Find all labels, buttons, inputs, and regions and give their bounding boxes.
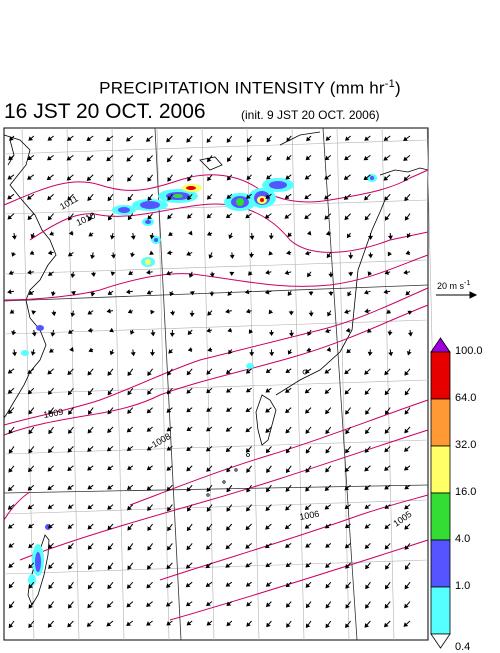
legend-label: 100.0 [455, 345, 483, 357]
legend-label: 1.0 [455, 580, 470, 592]
legend-swatch [431, 338, 450, 352]
legend-swatch [431, 399, 450, 446]
legend-label: 0.4 [455, 641, 470, 653]
legend-swatch [431, 352, 450, 399]
legend-swatch [431, 540, 450, 587]
legend-label: 32.0 [455, 439, 476, 451]
legend-swatch [431, 634, 450, 648]
legend-swatch [431, 493, 450, 540]
legend-label: 64.0 [455, 392, 476, 404]
legend-swatch [431, 446, 450, 493]
legend-label: 4.0 [455, 533, 470, 545]
legend-label: 16.0 [455, 486, 476, 498]
legend-swatch [431, 587, 450, 634]
